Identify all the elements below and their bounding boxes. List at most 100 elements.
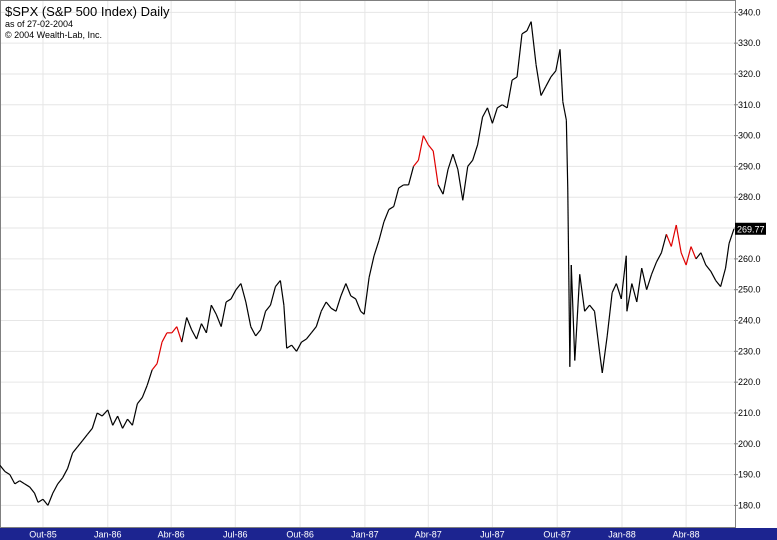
price-segment [176, 326, 183, 343]
price-segment [52, 483, 59, 494]
chart-title: $SPX (S&P 500 Index) Daily [5, 4, 170, 19]
price-segment [230, 289, 237, 300]
price-segment [181, 317, 188, 343]
price-segment [305, 332, 312, 340]
price-segment [728, 228, 735, 244]
price-segment [235, 283, 242, 291]
price-segment [413, 159, 419, 167]
price-segment [398, 184, 404, 189]
y-tick-label: 250.0 [738, 285, 761, 295]
price-segment [225, 298, 232, 303]
price-segment [496, 104, 503, 109]
x-tick-label: Jan-86 [94, 530, 122, 540]
price-segment [427, 144, 434, 152]
price-segment [501, 104, 508, 109]
price-segment [146, 369, 153, 386]
price-segment [695, 252, 702, 260]
price-segment [210, 304, 217, 315]
y-tick-label: 200.0 [738, 439, 761, 449]
price-segment [345, 283, 352, 297]
price-segment [96, 412, 103, 417]
price-segment [393, 187, 400, 207]
price-segment [615, 283, 622, 300]
price-segment [383, 209, 390, 223]
price-segment [127, 418, 133, 426]
price-segment [593, 311, 601, 352]
price-segment [42, 498, 49, 506]
price-segment [330, 307, 337, 312]
price-segment [112, 415, 119, 426]
price-segment [283, 305, 288, 349]
y-tick-label: 300.0 [738, 131, 761, 141]
price-segment [700, 252, 707, 266]
price-segment [296, 341, 303, 352]
price-segment [14, 480, 21, 485]
price-segment [171, 326, 178, 334]
price-segment [101, 409, 109, 417]
price-segment [47, 492, 54, 506]
price-segment [57, 477, 64, 485]
price-segment [291, 344, 298, 352]
price-segment [37, 498, 44, 503]
price-segment [215, 314, 222, 327]
price-segment [584, 304, 591, 312]
price-segment [363, 277, 370, 315]
price-segment [535, 64, 542, 96]
as-of-date: as of 27-02-2004 [5, 19, 74, 29]
price-segment [407, 166, 415, 186]
price-segment [559, 49, 564, 102]
price-segment [269, 286, 277, 306]
price-segment [486, 107, 493, 124]
price-segment [274, 280, 281, 287]
price-segment [350, 295, 357, 300]
price-segment [422, 135, 429, 146]
copyright: © 2004 Wealth-Lab, Inc. [5, 30, 103, 40]
price-segment [680, 252, 687, 266]
price-segment [540, 86, 547, 96]
y-tick-label: 180.0 [738, 500, 761, 510]
price-segment [555, 49, 561, 71]
x-tick-label: Jul-87 [480, 530, 505, 540]
last-value-label: 269.77 [737, 224, 765, 234]
price-segment [477, 117, 484, 145]
price-segment [452, 153, 459, 170]
price-segment [506, 80, 513, 108]
price-segment [360, 310, 365, 315]
price-segment [29, 486, 35, 494]
price-segment [81, 434, 88, 442]
price-segment [685, 246, 692, 266]
price-segment [286, 344, 292, 349]
x-tick-label: Jan-88 [608, 530, 636, 540]
gridlines [1, 1, 734, 527]
price-segment [19, 480, 25, 485]
price-segment [161, 332, 168, 343]
price-segment [117, 415, 124, 429]
price-segment [245, 301, 252, 327]
price-segment [710, 270, 717, 281]
price-segment [720, 267, 727, 287]
price-segment [442, 169, 449, 195]
price-segment [516, 33, 523, 78]
y-tick-label: 230.0 [738, 346, 761, 356]
price-segment [388, 205, 395, 211]
price-segment [340, 283, 347, 297]
plot-area [0, 0, 736, 528]
y-tick-label: 220.0 [738, 377, 761, 387]
price-segment [195, 323, 203, 340]
price-segment [437, 184, 444, 195]
x-tick-label: Jan-87 [351, 530, 379, 540]
price-segment [467, 159, 474, 167]
price-segment [72, 446, 78, 454]
price-segment [626, 283, 633, 312]
price-segment [462, 166, 469, 201]
price-segment [565, 120, 569, 189]
price-segment [675, 224, 682, 253]
price-segment [625, 255, 628, 312]
price-segment [570, 265, 576, 361]
price-segment [320, 301, 327, 312]
price-segment [91, 412, 98, 429]
price-segment [567, 187, 571, 367]
price-segment [646, 274, 653, 290]
price-segment [33, 492, 39, 503]
